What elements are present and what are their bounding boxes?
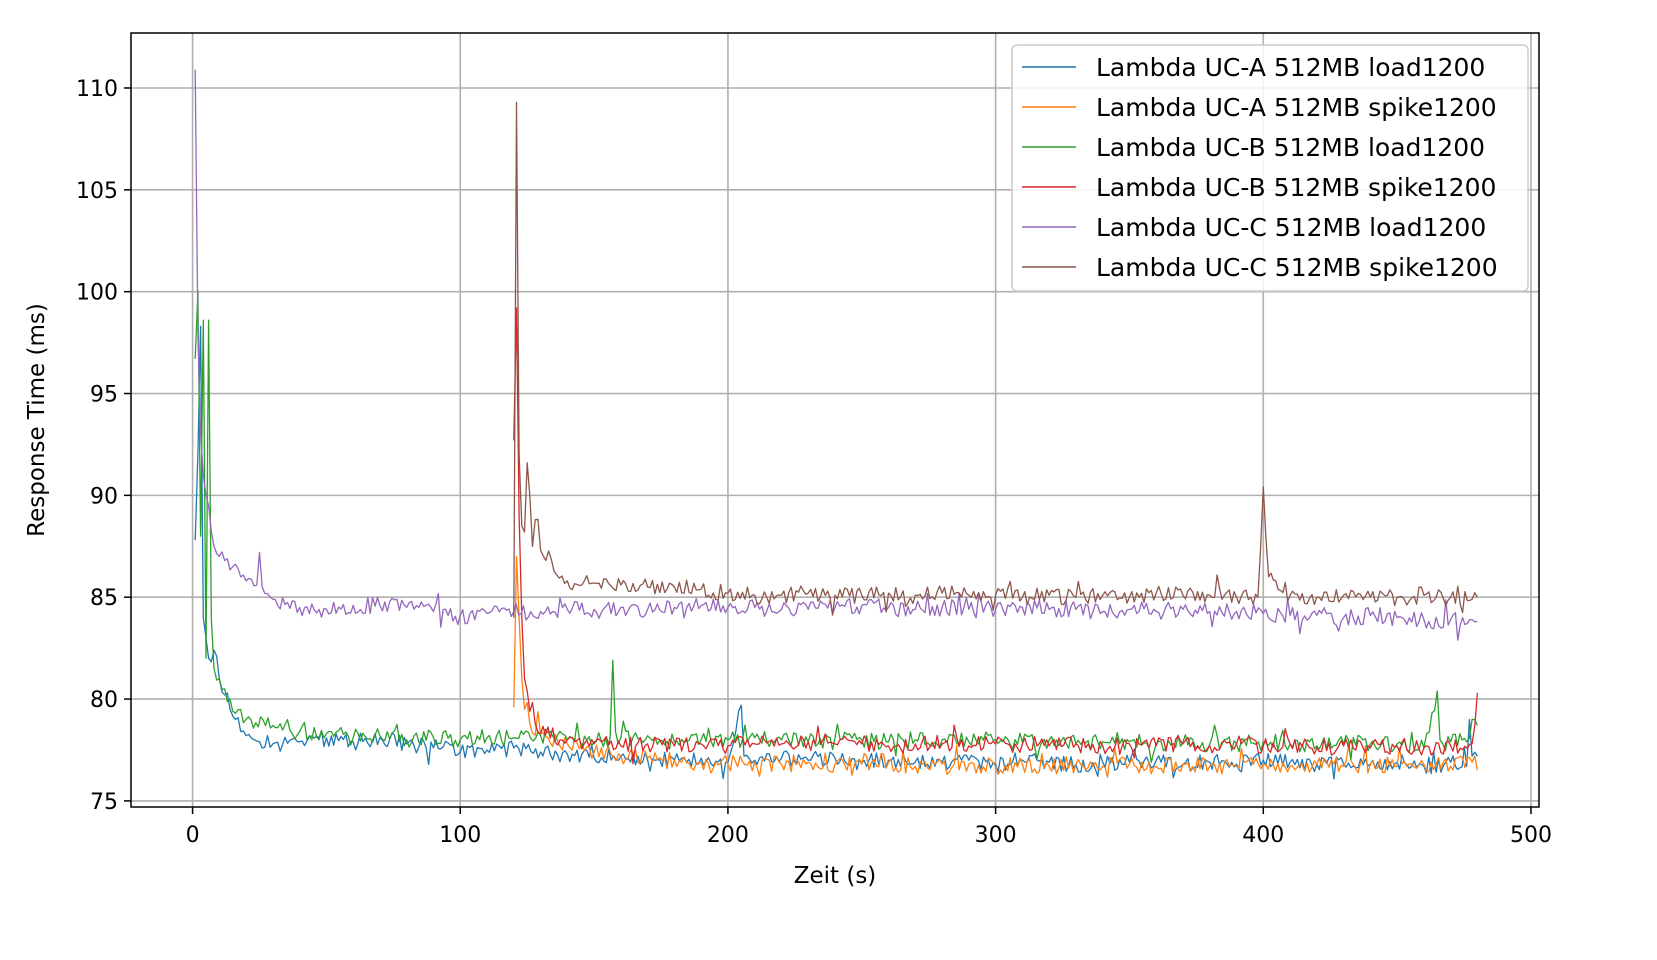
legend-entry: Lambda UC-A 512MB spike1200 (1096, 93, 1497, 122)
legend-entry: Lambda UC-C 512MB load1200 (1096, 213, 1486, 242)
x-tick-label: 0 (186, 823, 200, 848)
y-tick-label: 110 (76, 77, 118, 102)
x-tick-label: 200 (707, 823, 749, 848)
y-tick-label: 80 (90, 688, 118, 713)
legend-entry: Lambda UC-B 512MB load1200 (1096, 133, 1485, 162)
y-tick-label: 95 (90, 383, 118, 408)
legend-entry: Lambda UC-A 512MB load1200 (1096, 53, 1485, 82)
axis-ticks: 0 100 200 300 400 500 75 80 85 90 95 100 105 110 (76, 77, 1552, 848)
y-axis-label: Response Time (ms) (24, 303, 50, 537)
series-line (513, 555, 1479, 778)
legend-entry: Lambda UC-B 512MB spike1200 (1096, 173, 1496, 202)
x-tick-label: 500 (1510, 823, 1552, 848)
y-tick-label: 90 (90, 484, 118, 509)
series-layer (194, 69, 1479, 780)
x-tick-label: 100 (439, 823, 481, 848)
legend: Lambda UC-A 512MB load1200 Lambda UC-A 51… (1011, 44, 1529, 292)
legend-entry: Lambda UC-C 512MB spike1200 (1096, 253, 1498, 282)
series-line (513, 101, 1478, 618)
legend-box (1011, 44, 1529, 292)
y-tick-label: 100 (76, 281, 118, 306)
series-line (513, 307, 1479, 765)
x-axis-label: Zeit (s) (794, 863, 877, 889)
series-line (194, 69, 1478, 641)
y-tick-label: 105 (76, 179, 118, 204)
grid (131, 33, 1539, 807)
series-line (194, 291, 1478, 764)
y-tick-label: 75 (90, 790, 118, 815)
y-tick-label: 85 (90, 586, 118, 611)
plot-frame (130, 32, 1540, 808)
x-tick-label: 300 (975, 823, 1017, 848)
x-tick-label: 400 (1242, 823, 1284, 848)
